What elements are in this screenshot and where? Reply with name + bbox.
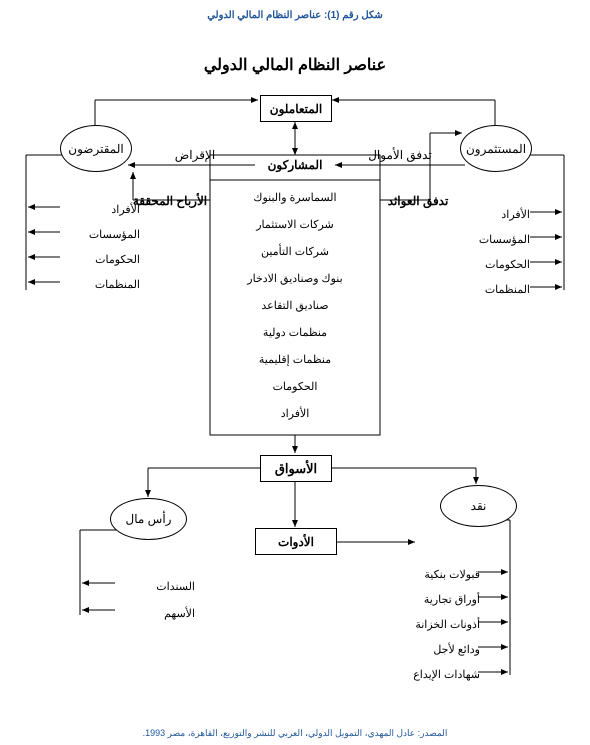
- capital-list: السندات الأسهم: [115, 574, 195, 628]
- list-item: السندات: [115, 574, 195, 601]
- instruments-box: الأدوات: [255, 528, 337, 555]
- figure-title: شكل رقم (1): عناصر النظام المالي الدولي: [0, 10, 590, 21]
- list-item: شركات الاستثمار: [210, 212, 380, 239]
- participants-list: السماسرة والبنوك شركات الاستثمار شركات ا…: [210, 185, 380, 428]
- markets-box: الأسواق: [260, 455, 332, 482]
- instruments-list: قبولات بنكية أوراق تجارية أذونات الخزانة…: [395, 563, 480, 688]
- list-item: ودائع لأجل: [395, 638, 480, 663]
- list-item: منظمات إقليمية: [210, 347, 380, 374]
- list-item: شركات التأمين: [210, 239, 380, 266]
- list-item: الحكومات: [60, 248, 140, 273]
- list-item: بنوك وصناديق الادخار: [210, 266, 380, 293]
- cash-circle: نقد: [440, 485, 517, 527]
- dealers-box: المتعاملون: [260, 95, 332, 122]
- list-item: صناديق التقاعد: [210, 293, 380, 320]
- list-item: المؤسسات: [450, 228, 530, 253]
- list-item: قبولات بنكية: [395, 563, 480, 588]
- main-title: عناصر النظام المالي الدولي: [0, 55, 590, 75]
- investors-circle: المستثمرون: [460, 125, 532, 172]
- list-item: أوراق تجارية: [395, 588, 480, 613]
- capital-circle: رأس مال: [110, 498, 187, 540]
- list-item: الأفراد: [60, 198, 140, 223]
- investors-list: الأفراد المؤسسات الحكومات المنظمات: [450, 203, 530, 303]
- list-item: الأفراد: [450, 203, 530, 228]
- list-item: السماسرة والبنوك: [210, 185, 380, 212]
- borrowers-list: الأفراد المؤسسات الحكومات المنظمات: [60, 198, 140, 298]
- list-item: الأسهم: [115, 601, 195, 628]
- borrowers-circle: المقترضون: [60, 125, 132, 172]
- list-item: أذونات الخزانة: [395, 613, 480, 638]
- returns-label: تدفق العوائد: [378, 194, 458, 208]
- list-item: الحكومات: [210, 374, 380, 401]
- list-item: الحكومات: [450, 253, 530, 278]
- list-item: المنظمات: [60, 273, 140, 298]
- participants-header: المشاركون: [210, 158, 380, 178]
- list-item: الأفراد: [210, 401, 380, 428]
- source-text: المصدر: عادل المهدي، التمويل الدولي، الع…: [0, 728, 590, 739]
- list-item: المنظمات: [450, 278, 530, 303]
- list-item: شهادات الإيداع: [395, 663, 480, 688]
- list-item: المؤسسات: [60, 223, 140, 248]
- list-item: منظمات دولية: [210, 320, 380, 347]
